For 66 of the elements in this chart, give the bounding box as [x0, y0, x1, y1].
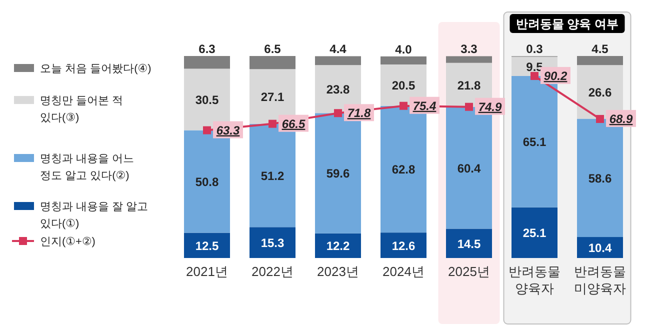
data-label: 25.1 [522, 226, 546, 240]
data-label: 50.8 [195, 175, 219, 190]
data-label: 68.9 [609, 112, 633, 126]
point [400, 102, 408, 110]
point [268, 120, 276, 128]
bar [446, 56, 492, 63]
x-tick-label: 2022년 [252, 264, 294, 279]
bar [577, 56, 623, 66]
point [203, 126, 211, 134]
bar [315, 56, 361, 66]
data-label: 23.8 [326, 82, 350, 97]
x-tick-label: 반려동물 양육자 [508, 264, 560, 296]
data-label: 30.5 [195, 92, 219, 107]
data-label: 0.3 [526, 42, 544, 56]
point [334, 109, 342, 118]
data-label: 26.6 [588, 85, 612, 100]
data-label: 10.4 [588, 241, 612, 256]
legend-label: 명칭과 내용을 잘 알고 있다(①) [40, 201, 148, 230]
data-label: 12.5 [195, 238, 219, 253]
x-tick-label: 반려동물 미양육자 [574, 264, 626, 296]
bar [250, 227, 296, 258]
data-label: 75.4 [412, 98, 436, 113]
data-label: 4.0 [395, 42, 412, 56]
data-label: 74.9 [478, 100, 502, 114]
bar [315, 233, 361, 258]
bar [380, 232, 426, 258]
legend-label: 인지(①+②) [40, 236, 96, 248]
legend-label: 명칭만 들어본 적 있다(③) [40, 95, 124, 124]
data-label: 59.6 [326, 166, 350, 181]
data-label: 71.8 [347, 106, 371, 120]
point [530, 72, 538, 80]
x-tick-label: 2021년 [186, 264, 228, 279]
data-label: 14.5 [457, 236, 481, 251]
data-label: 63.3 [216, 123, 240, 138]
data-label: 4.4 [330, 42, 347, 56]
data-label: 6.5 [264, 42, 282, 56]
data-label: 12.2 [326, 239, 350, 254]
bar [446, 228, 492, 258]
data-label: 6.3 [198, 42, 216, 56]
bar [184, 232, 230, 258]
data-label: 4.5 [592, 42, 609, 56]
legend-label: 오늘 처음 들어봤다(④) [40, 63, 152, 75]
data-label: 62.8 [392, 162, 416, 177]
data-label: 51.2 [260, 168, 284, 183]
x-tick-label: 2023년 [317, 264, 359, 279]
data-label: 12.6 [392, 238, 416, 253]
band-label: 반려동물 양육 여부 [516, 17, 619, 31]
point [465, 102, 473, 111]
data-label: 27.1 [260, 90, 284, 104]
bar [380, 56, 426, 64]
legend-label: 명칭과 내용을 어느 정도 알고 있다(②) [40, 153, 134, 182]
x-tick-label: 2025년 [448, 264, 490, 279]
data-label: 90.2 [544, 68, 568, 83]
data-label: 15.3 [260, 236, 284, 250]
bar [512, 207, 558, 258]
data-label: 20.5 [392, 78, 416, 93]
data-label: 21.8 [457, 78, 481, 92]
point [596, 114, 604, 123]
bar [184, 56, 230, 69]
bar [250, 56, 296, 70]
data-label: 58.6 [588, 171, 612, 186]
data-label: 60.4 [457, 161, 481, 176]
data-label: 66.5 [282, 116, 306, 131]
data-label: 65.1 [522, 135, 546, 150]
x-tick-label: 2024년 [382, 264, 424, 279]
data-label: 3.3 [460, 42, 478, 56]
